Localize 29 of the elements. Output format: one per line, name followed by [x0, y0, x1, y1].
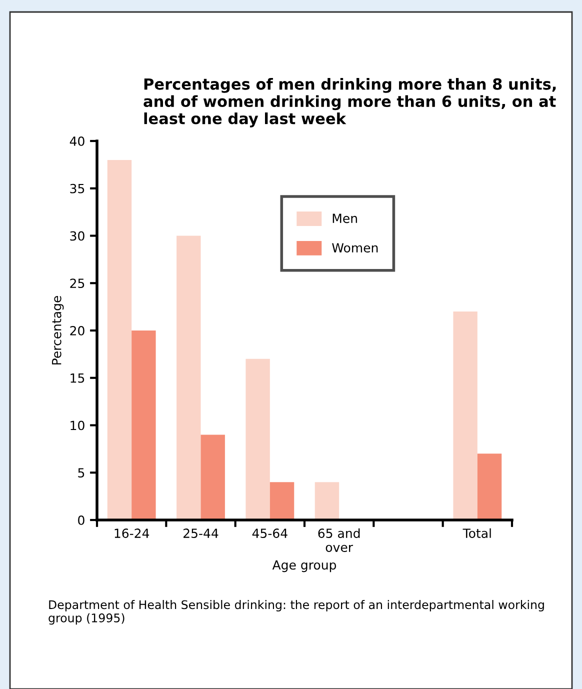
x-tick-label: 25-44: [184, 528, 218, 538]
y-tick-label: 20: [70, 326, 84, 336]
y-tick-label: 5: [78, 468, 84, 478]
y-axis-title: Percentage: [52, 296, 64, 364]
x-tick-label: 45-64: [252, 528, 288, 538]
y-tick-label: 25: [70, 278, 84, 288]
bar: [107, 160, 132, 520]
y-tick-label: 10: [70, 420, 84, 430]
legend-label: Women: [332, 243, 378, 253]
chart-title: Percentages of men drinking more than 8 units, and of women drinking more than 6 units, on at least one day last week: [144, 78, 556, 128]
y-tick-label: 40: [70, 136, 84, 146]
x-tick-label: 16-24: [114, 528, 150, 538]
bar: [200, 434, 225, 520]
x-tick-label: Total: [462, 528, 491, 538]
legend-label: Men: [332, 214, 357, 224]
x-tick-label: 65 and over: [318, 528, 360, 552]
bar: [314, 482, 340, 520]
y-tick-label: 30: [70, 231, 84, 241]
bar: [246, 358, 270, 520]
text: Department of Health Sensible drinking: the report of an interdepartmental working group (1995): [48, 600, 544, 625]
y-tick-label: 35: [70, 184, 84, 194]
bar: [477, 454, 502, 520]
x-axis-title: Age group: [272, 560, 336, 572]
bar: [453, 312, 478, 520]
bar: [132, 330, 156, 520]
bar: [176, 236, 201, 520]
bar: [270, 482, 294, 520]
y-tick-label: 15: [70, 374, 84, 383]
y-tick-label: 0: [78, 515, 84, 525]
